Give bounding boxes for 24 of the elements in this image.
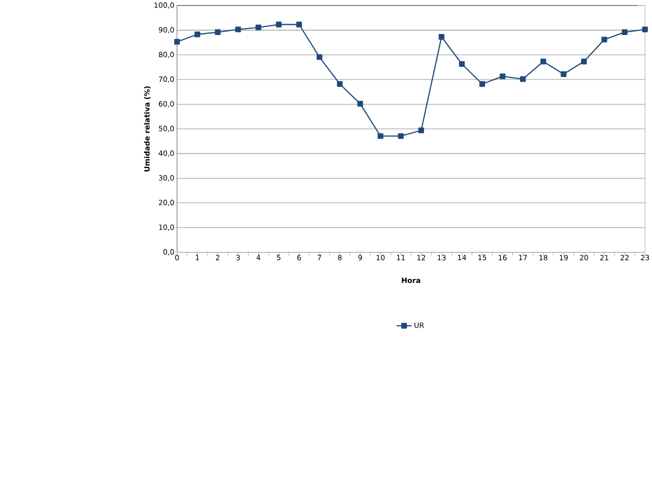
point <box>581 58 587 64</box>
point <box>276 22 282 28</box>
point <box>540 58 546 64</box>
point <box>378 133 384 139</box>
point <box>316 54 322 60</box>
point <box>256 24 262 30</box>
point <box>235 26 241 32</box>
point <box>479 81 486 87</box>
point <box>642 26 648 32</box>
point <box>520 76 526 82</box>
point <box>560 71 566 78</box>
point <box>398 133 404 139</box>
point <box>357 100 363 107</box>
point <box>418 128 424 134</box>
point <box>459 61 465 67</box>
point <box>296 22 302 28</box>
point <box>438 34 444 40</box>
point <box>214 29 221 36</box>
point <box>500 74 506 80</box>
point <box>194 32 200 38</box>
point <box>601 36 608 42</box>
point <box>622 29 628 36</box>
point <box>336 81 343 87</box>
point <box>174 39 180 45</box>
